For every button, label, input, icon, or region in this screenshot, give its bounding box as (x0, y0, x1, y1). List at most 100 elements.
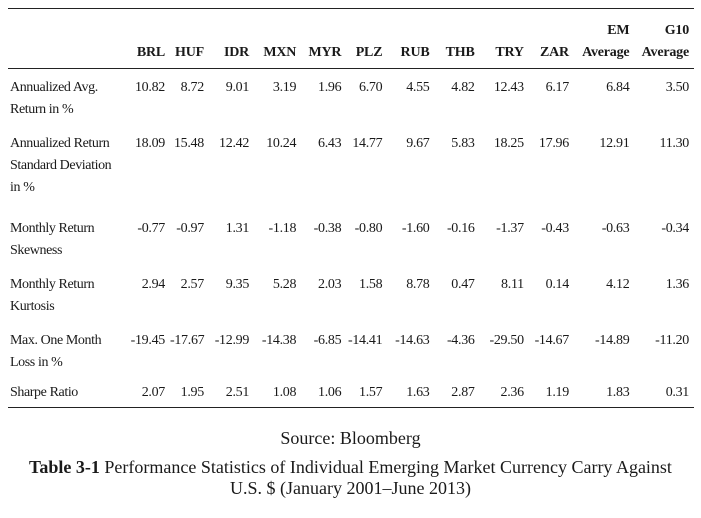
table-cell: 0.31 (665, 385, 690, 400)
table-row: Monthly Return Kurtosis 2.94 2.57 9.35 5… (8, 266, 694, 322)
table-cell: 14.77 (352, 136, 383, 151)
table-cell: -0.63 (601, 221, 630, 236)
table-cell: -11.20 (655, 333, 689, 348)
column-header-brl: BRL (136, 45, 165, 60)
table-cell: 1.19 (545, 385, 570, 400)
table-cell: 6.70 (359, 80, 383, 95)
table-cell: -1.18 (268, 221, 297, 236)
table-cell: 2.57 (180, 277, 205, 292)
row-label: Monthly Return Kurtosis (10, 277, 95, 314)
column-header-try: TRY (495, 45, 524, 60)
column-header-myr: MYR (308, 45, 342, 60)
table-cell: -12.99 (214, 333, 250, 348)
table-cell: 6.17 (545, 80, 570, 95)
stats-table-container: BRL HUF IDR MXN MYR PLZ RUB THB TRY ZAR … (8, 8, 694, 408)
table-cell: 2.87 (451, 385, 475, 400)
table-cell: -17.67 (170, 333, 205, 348)
table-cell: 12.42 (219, 136, 250, 151)
table-caption-text: Performance Statistics of Individual Eme… (99, 457, 672, 498)
column-header-em-average: EM Average (582, 23, 630, 60)
table-cell: 9.01 (225, 80, 250, 95)
source-note: Source: Bloomberg (280, 428, 421, 448)
table-caption: Table 3-1 Performance Statistics of Indi… (0, 457, 701, 499)
table-cell: 2.07 (141, 385, 166, 400)
table-cell: 0.47 (451, 277, 475, 292)
table-cell: 5.28 (272, 277, 297, 292)
table-cell: 2.36 (500, 385, 525, 400)
table-cell: 9.35 (225, 277, 250, 292)
table-cell: -29.50 (489, 333, 524, 348)
column-header-plz: PLZ (355, 45, 383, 60)
table-row: Max. One Month Loss in % -19.45 -17.67 -… (8, 322, 694, 377)
table-cell: 2.03 (318, 277, 342, 292)
table-cell: -0.80 (354, 221, 383, 236)
table-cell: 1.08 (272, 385, 297, 400)
table-cell: 1.96 (318, 80, 342, 95)
table-cell: 1.58 (359, 277, 383, 292)
table-cell: 10.82 (134, 80, 165, 95)
table-cell: 4.55 (406, 80, 430, 95)
table-cell: 1.83 (606, 385, 630, 400)
table-cell: -0.16 (446, 221, 475, 236)
table-cell: -1.37 (496, 221, 524, 236)
table-cell: 0.14 (545, 277, 570, 292)
table-cell: 3.19 (272, 80, 297, 95)
table-cell: -0.77 (137, 221, 165, 236)
table-cell: 5.83 (451, 136, 475, 151)
row-label: Annualized Return Standard Deviation in … (10, 136, 112, 195)
table-cell: 1.57 (359, 385, 383, 400)
table-cell: -6.85 (313, 333, 342, 348)
table-cell: -14.41 (347, 333, 383, 348)
table-cell: -0.97 (176, 221, 204, 236)
table-cell: -14.38 (261, 333, 297, 348)
table-cell: 8.11 (501, 277, 524, 292)
column-header-huf: HUF (175, 45, 204, 60)
table-cell: 17.96 (538, 136, 569, 151)
table-cell: 8.78 (406, 277, 430, 292)
column-header-label (8, 9, 125, 69)
column-header-g10-average: G10 Average (641, 23, 690, 60)
table-cell: 1.06 (318, 385, 342, 400)
table-row: Monthly Return Skewness -0.77 -0.97 1.31… (8, 210, 694, 266)
table-cell: 6.84 (606, 80, 630, 95)
row-label: Annualized Avg. Return in % (10, 80, 98, 117)
table-cell: -14.67 (534, 333, 570, 348)
table-cell: 2.94 (141, 277, 166, 292)
column-header-thb: THB (445, 45, 475, 60)
column-header-mxn: MXN (263, 45, 297, 60)
table-cell: -4.36 (446, 333, 475, 348)
table-cell: -14.63 (395, 333, 430, 348)
table-cell: 18.09 (134, 136, 165, 151)
table-cell: 4.12 (606, 277, 630, 292)
table-cell: 12.43 (493, 80, 524, 95)
row-label: Sharpe Ratio (10, 385, 78, 400)
table-cell: 11.30 (659, 136, 690, 151)
table-cell: 1.36 (665, 277, 690, 292)
table-row: Sharpe Ratio 2.07 1.95 2.51 1.08 1.06 1.… (8, 377, 694, 408)
performance-stats-table: BRL HUF IDR MXN MYR PLZ RUB THB TRY ZAR … (8, 8, 694, 408)
table-cell: 6.43 (318, 136, 342, 151)
table-cell: -0.43 (541, 221, 569, 236)
column-header-zar: ZAR (539, 45, 569, 60)
table-row: Annualized Return Standard Deviation in … (8, 125, 694, 210)
table-cell: 8.72 (180, 80, 205, 95)
column-header-idr: IDR (223, 45, 250, 60)
table-cell: -1.60 (401, 221, 430, 236)
table-cell: -19.45 (130, 333, 166, 348)
table-number: Table 3-1 (29, 457, 100, 477)
table-cell: 1.95 (180, 385, 205, 400)
table-cell: 1.31 (225, 221, 250, 236)
table-row: Annualized Avg. Return in % 10.82 8.72 9… (8, 69, 694, 126)
table-cell: -0.38 (313, 221, 342, 236)
table-cell: 12.91 (599, 136, 630, 151)
table-cell: 3.50 (665, 80, 690, 95)
table-cell: 10.24 (266, 136, 297, 151)
table-cell: 18.25 (493, 136, 524, 151)
column-header-rub: RUB (400, 45, 430, 60)
table-cell: 2.51 (225, 385, 250, 400)
row-label: Max. One Month Loss in % (10, 333, 102, 370)
table-header-row: BRL HUF IDR MXN MYR PLZ RUB THB TRY ZAR … (8, 8, 694, 69)
table-cell: 1.63 (406, 385, 430, 400)
table-cell: 4.82 (451, 80, 475, 95)
table-cell: -0.34 (661, 221, 689, 236)
